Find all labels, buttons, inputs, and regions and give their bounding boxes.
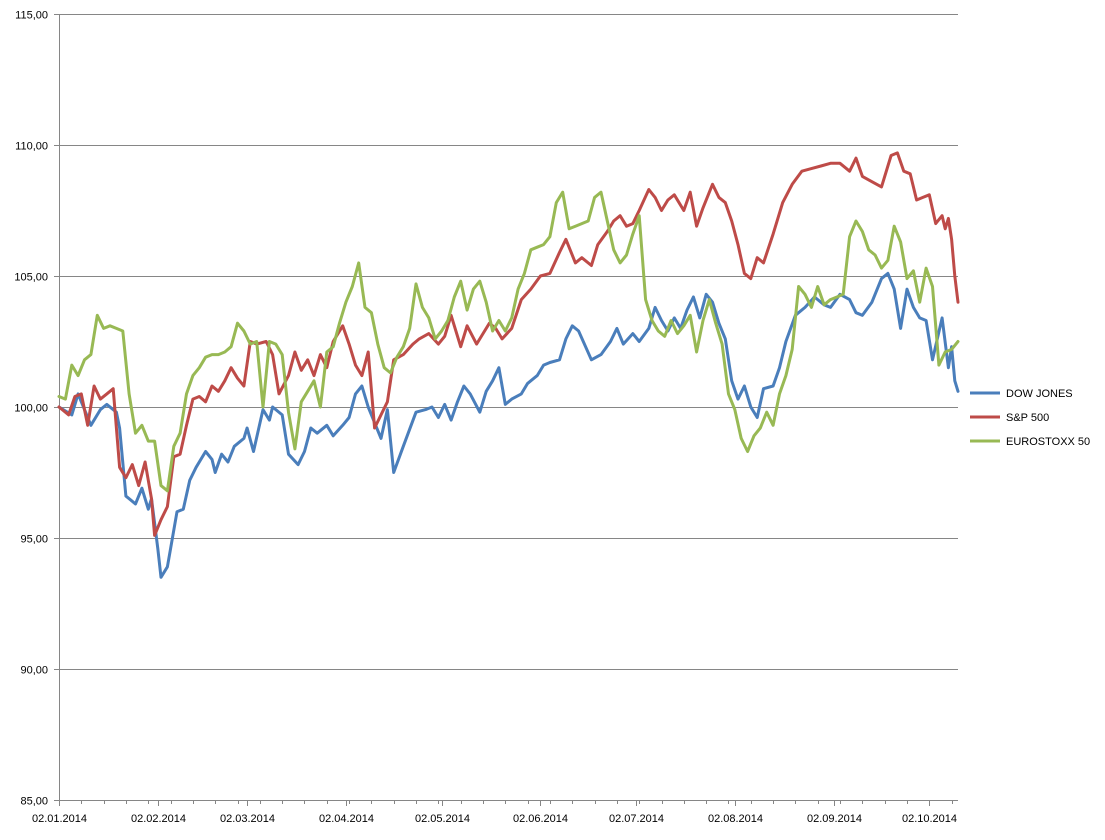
y-tick-label: 100,00 <box>14 403 48 415</box>
x-tick-label: 02.06.2014 <box>513 813 568 825</box>
legend-label: S&P 500 <box>1006 412 1049 424</box>
y-tick-label: 115,00 <box>15 10 48 22</box>
series-line-2 <box>57 190 960 493</box>
series-line-0 <box>57 271 960 579</box>
legend: DOW JONES S&P 500 EUROSTOXX 50 <box>970 388 1090 448</box>
axes: 85,00 90,00 95,00 100,00 105,00 110,00 115,00 0… <box>14 10 958 825</box>
series-line-1 <box>57 151 960 537</box>
x-tick-label: 02.01.2014 <box>32 813 87 825</box>
series-lines <box>57 151 960 579</box>
y-tick-label: 110,00 <box>15 141 48 153</box>
y-tick-label: 90,00 <box>20 665 48 677</box>
legend-label: EUROSTOXX 50 <box>1006 436 1090 448</box>
x-tick-label: 02.04.2014 <box>319 813 374 825</box>
x-tick-label: 02.09.2014 <box>807 813 862 825</box>
y-tick-label: 105,00 <box>14 272 48 284</box>
gridlines <box>59 14 958 670</box>
x-tick-label: 02.03.2014 <box>220 813 275 825</box>
x-tick-label: 02.10.2014 <box>902 813 957 825</box>
x-tick-label: 02.08.2014 <box>708 813 763 825</box>
x-tick-label: 02.07.2014 <box>609 813 664 825</box>
x-tick-label: 02.05.2014 <box>415 813 470 825</box>
legend-label: DOW JONES <box>1006 388 1073 400</box>
y-tick-label: 85,00 <box>20 796 48 808</box>
x-tick-label: 02.02.2014 <box>131 813 186 825</box>
y-tick-label: 95,00 <box>20 534 48 546</box>
